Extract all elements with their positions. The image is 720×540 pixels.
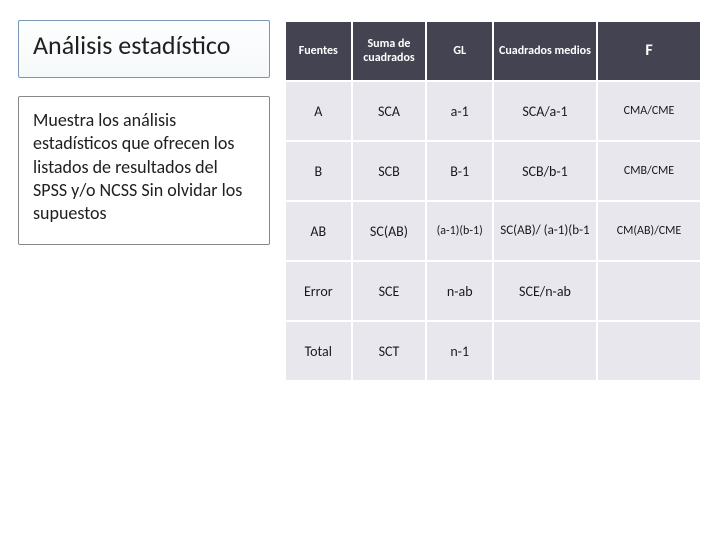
cell-gl: (a-1)(b-1) <box>426 201 493 261</box>
cell-cm: SC(AB)/ (a-1)(b-1 <box>493 201 597 261</box>
left-column: Análisis estadístico Muestra los análisi… <box>18 20 270 520</box>
cell-gl: n-ab <box>426 261 493 321</box>
cell-f <box>597 261 701 321</box>
cell-f: CM(AB)/CME <box>597 201 701 261</box>
cell-gl: B-1 <box>426 141 493 201</box>
cell-fuente: AB <box>285 201 352 261</box>
table-row: B SCB B-1 SCB/b-1 CMB/CME <box>285 141 701 201</box>
cell-fuente: Error <box>285 261 352 321</box>
col-header-fuentes: Fuentes <box>285 21 352 81</box>
right-column: Fuentes Suma de cuadrados GL Cuadrados m… <box>284 20 702 520</box>
col-header-f: F <box>597 21 701 81</box>
cell-suma: SC(AB) <box>352 201 427 261</box>
table-row: A SCA a-1 SCA/a-1 CMA/CME <box>285 81 701 141</box>
cell-suma: SCB <box>352 141 427 201</box>
table-header-row: Fuentes Suma de cuadrados GL Cuadrados m… <box>285 21 701 81</box>
cell-cm: SCA/a-1 <box>493 81 597 141</box>
description-text: Muestra los análisis estadísticos que of… <box>33 109 255 226</box>
cell-gl: a-1 <box>426 81 493 141</box>
cell-f: CMA/CME <box>597 81 701 141</box>
cell-cm: SCE/n-ab <box>493 261 597 321</box>
cell-gl: n-1 <box>426 321 493 381</box>
cell-fuente: A <box>285 81 352 141</box>
cell-f <box>597 321 701 381</box>
anova-table: Fuentes Suma de cuadrados GL Cuadrados m… <box>284 20 702 382</box>
col-header-suma: Suma de cuadrados <box>352 21 427 81</box>
cell-cm: SCB/b-1 <box>493 141 597 201</box>
description-box: Muestra los análisis estadísticos que of… <box>18 96 270 245</box>
col-header-gl: GL <box>426 21 493 81</box>
cell-f: CMB/CME <box>597 141 701 201</box>
title-box: Análisis estadístico <box>18 20 270 78</box>
table-row: Total SCT n-1 <box>285 321 701 381</box>
cell-suma: SCT <box>352 321 427 381</box>
page-title: Análisis estadístico <box>33 31 255 61</box>
table-row: AB SC(AB) (a-1)(b-1) SC(AB)/ (a-1)(b-1 C… <box>285 201 701 261</box>
col-header-cuadrados-medios: Cuadrados medios <box>493 21 597 81</box>
cell-cm <box>493 321 597 381</box>
cell-suma: SCE <box>352 261 427 321</box>
cell-fuente: B <box>285 141 352 201</box>
cell-fuente: Total <box>285 321 352 381</box>
cell-suma: SCA <box>352 81 427 141</box>
table-row: Error SCE n-ab SCE/n-ab <box>285 261 701 321</box>
